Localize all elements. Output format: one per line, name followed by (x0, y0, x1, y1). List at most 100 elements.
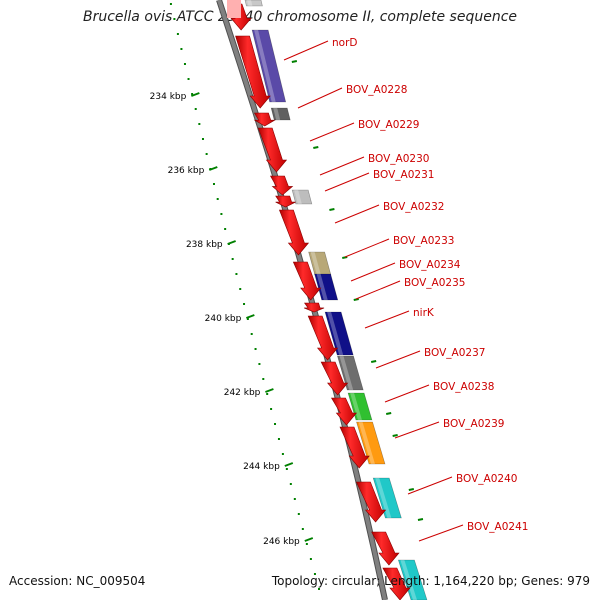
scale-major-tick (304, 537, 314, 542)
gene-arrow (355, 481, 387, 523)
cog-box (397, 559, 428, 600)
scale-dot (243, 303, 246, 305)
position-tick (385, 412, 392, 415)
cog-box-highlight (400, 560, 417, 600)
scale-dot (266, 393, 269, 395)
gene-arrow (331, 397, 358, 426)
scale-dot (254, 348, 257, 350)
gene-label: BOV_A0237 (424, 347, 485, 359)
gene-label-leader (319, 156, 365, 176)
gene-label-leader (334, 204, 380, 224)
cog-box-highlight (358, 422, 375, 464)
gene-arrow (278, 209, 310, 256)
gene-arrow-partial (227, 0, 241, 18)
gene-label: BOV_A0228 (346, 84, 407, 96)
gene-arrow (275, 195, 296, 208)
position-tick (370, 360, 377, 363)
cog-box-highlight (310, 252, 321, 275)
scale-dot (224, 228, 227, 230)
scale-dot (235, 273, 238, 275)
cog-box (314, 273, 339, 301)
scale-major-tick (191, 92, 200, 97)
cog-box (372, 477, 402, 519)
position-tick (392, 434, 398, 437)
cog-box-highlight (375, 478, 392, 518)
scale-dot (173, 18, 176, 20)
gene-arrow (253, 112, 276, 127)
position-tick (342, 256, 348, 259)
scale-label: 246 kbp (263, 537, 300, 547)
scale-dot (194, 108, 197, 110)
cog-box-highlight (294, 190, 302, 204)
gene-label-leader (375, 350, 421, 369)
gene-label-leader (309, 122, 355, 142)
scale-dot (289, 483, 292, 485)
gene-label-leader (350, 262, 396, 282)
scale-major-tick (284, 462, 294, 467)
gene-arrow (303, 302, 325, 313)
cog-box (356, 421, 386, 465)
gene-label: BOV_A0229 (358, 119, 419, 131)
scale-major-tick (245, 314, 255, 319)
cog-box (270, 107, 291, 121)
scale-dot (313, 573, 316, 575)
scale-dot (281, 453, 284, 455)
gene-label: BOV_A0234 (399, 259, 461, 271)
gene-label: nirK (413, 307, 435, 319)
cog-box-highlight (350, 393, 362, 420)
scale-dot (220, 213, 223, 215)
gene-label: BOV_A0239 (443, 418, 504, 430)
gene-label: BOV_A0240 (456, 473, 517, 485)
gene-label-leader (297, 87, 343, 109)
gene-label: norD (332, 37, 357, 49)
cog-box-highlight (316, 274, 328, 300)
scale-label: 244 kbp (243, 462, 280, 472)
scale-dot (169, 3, 172, 5)
cog-box (337, 355, 364, 391)
gene-label-leader (394, 421, 440, 439)
gene-label: BOV_A0231 (373, 169, 434, 181)
cog-box-highlight (273, 108, 281, 120)
scale-dot (301, 528, 304, 530)
position-tick (313, 146, 319, 149)
gene-label-leader (384, 384, 430, 403)
scale-dot (258, 363, 261, 365)
cog-box (244, 0, 263, 7)
scale-dot (262, 378, 265, 380)
cog-box-highlight (247, 0, 253, 6)
cog-box-highlight (327, 312, 344, 355)
gene-arrow (269, 175, 294, 196)
scale-dot (191, 93, 194, 95)
scale-dot (270, 408, 273, 410)
scale-dot (205, 153, 208, 155)
gene-arrow (307, 315, 339, 361)
position-tick (291, 60, 298, 63)
gene-arrow (235, 35, 271, 109)
cog-box-highlight (339, 356, 354, 390)
scale-label: 238 kbp (186, 240, 223, 250)
accession-text: Accession: NC_009504 (9, 574, 146, 588)
scale-dot (277, 438, 280, 440)
scale-label: 236 kbp (168, 166, 205, 176)
scale-label: 242 kbp (224, 388, 261, 398)
scale-major-tick (227, 240, 236, 245)
scale-dot (305, 543, 308, 545)
scale-dot (231, 258, 234, 260)
scale-dot (212, 183, 215, 185)
map-title: Brucella ovis ATCC 25840 chromosome II, … (82, 9, 518, 25)
scale-label: 234 kbp (150, 92, 187, 102)
cog-box (251, 29, 287, 103)
cog-box-highlight (254, 30, 276, 102)
scale-dot (293, 498, 296, 500)
cog-box (291, 189, 313, 205)
cog-box (324, 311, 354, 356)
position-tick (329, 208, 335, 211)
scale-dot (198, 123, 201, 125)
topology-text: Topology: circular; Length: 1,164,220 bp… (271, 574, 590, 588)
position-tick (408, 488, 415, 491)
gene-label-leader (344, 238, 390, 258)
gene-label-leader (324, 172, 370, 192)
scale-label: 240 kbp (205, 314, 242, 324)
scale-dot (183, 63, 186, 65)
gene-arrow (371, 531, 400, 566)
